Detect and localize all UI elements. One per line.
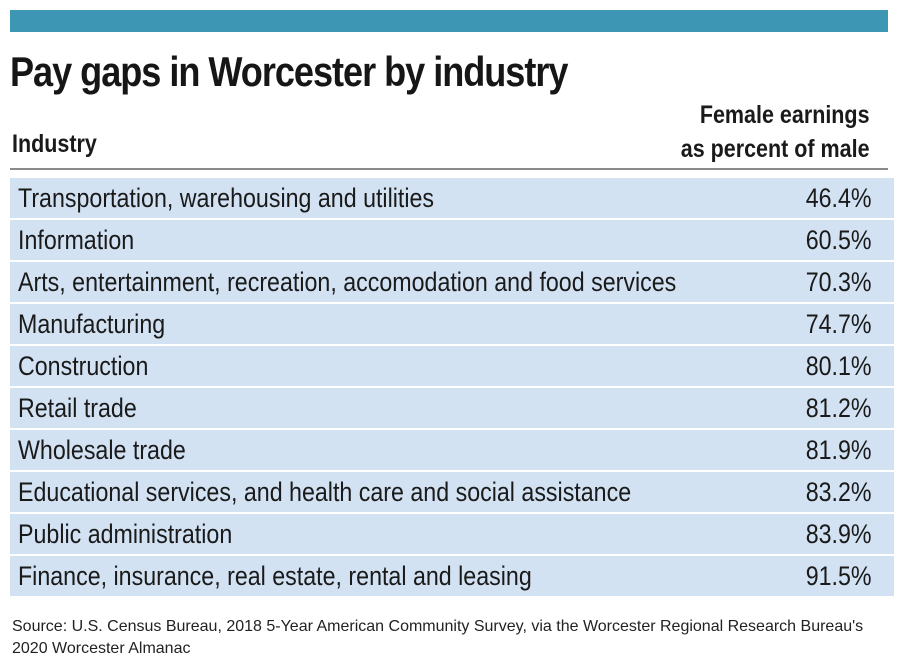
earnings-ratio-value: 81.2%: [806, 393, 872, 423]
industry-label: Wholesale trade: [18, 435, 186, 465]
column-header-value: Female earnings as percent of male: [681, 98, 870, 166]
earnings-ratio-value: 74.7%: [806, 309, 872, 339]
column-header-industry: Industry: [12, 130, 97, 158]
table-row: Public administration 83.9%: [10, 514, 894, 554]
earnings-ratio-value: 80.1%: [806, 351, 872, 381]
earnings-ratio-value: 83.2%: [806, 477, 872, 507]
industry-label: Retail trade: [18, 393, 137, 423]
chart-title: Pay gaps in Worcester by industry: [10, 48, 568, 95]
table-row: Wholesale trade 81.9%: [10, 430, 894, 470]
column-header-value-line-2: as percent of male: [681, 135, 870, 163]
industry-label: Transportation, warehousing and utilitie…: [18, 183, 435, 213]
table-row: Arts, entertainment, recreation, accomod…: [10, 262, 894, 302]
industry-label: Finance, insurance, real estate, rental …: [18, 561, 532, 591]
earnings-ratio-value: 70.3%: [806, 267, 872, 297]
earnings-ratio-value: 91.5%: [806, 561, 872, 591]
table-row: Manufacturing 74.7%: [10, 304, 894, 344]
industry-label: Construction: [18, 351, 149, 381]
table-row: Retail trade 81.2%: [10, 388, 894, 428]
table-row: Finance, insurance, real estate, rental …: [10, 556, 894, 596]
table-row: Information 60.5%: [10, 220, 894, 260]
earnings-ratio-value: 83.9%: [806, 519, 872, 549]
table-row: Construction 80.1%: [10, 346, 894, 386]
top-accent-bar: [10, 10, 888, 32]
industry-label: Public administration: [18, 519, 233, 549]
source-note: Source: U.S. Census Bureau, 2018 5-Year …: [12, 618, 864, 657]
industry-label: Information: [18, 225, 135, 255]
earnings-ratio-value: 46.4%: [806, 183, 872, 213]
earnings-ratio-value: 81.9%: [806, 435, 872, 465]
industry-label: Manufacturing: [18, 309, 166, 339]
table-row: Transportation, warehousing and utilitie…: [10, 178, 894, 218]
table-body: Transportation, warehousing and utilitie…: [10, 178, 894, 598]
table-row: Educational services, and health care an…: [10, 472, 894, 512]
industry-label: Educational services, and health care an…: [18, 477, 632, 507]
header-divider: [10, 168, 888, 170]
column-header-value-line-1: Female earnings: [700, 101, 870, 129]
earnings-ratio-value: 60.5%: [806, 225, 872, 255]
industry-label: Arts, entertainment, recreation, accomod…: [18, 267, 677, 297]
